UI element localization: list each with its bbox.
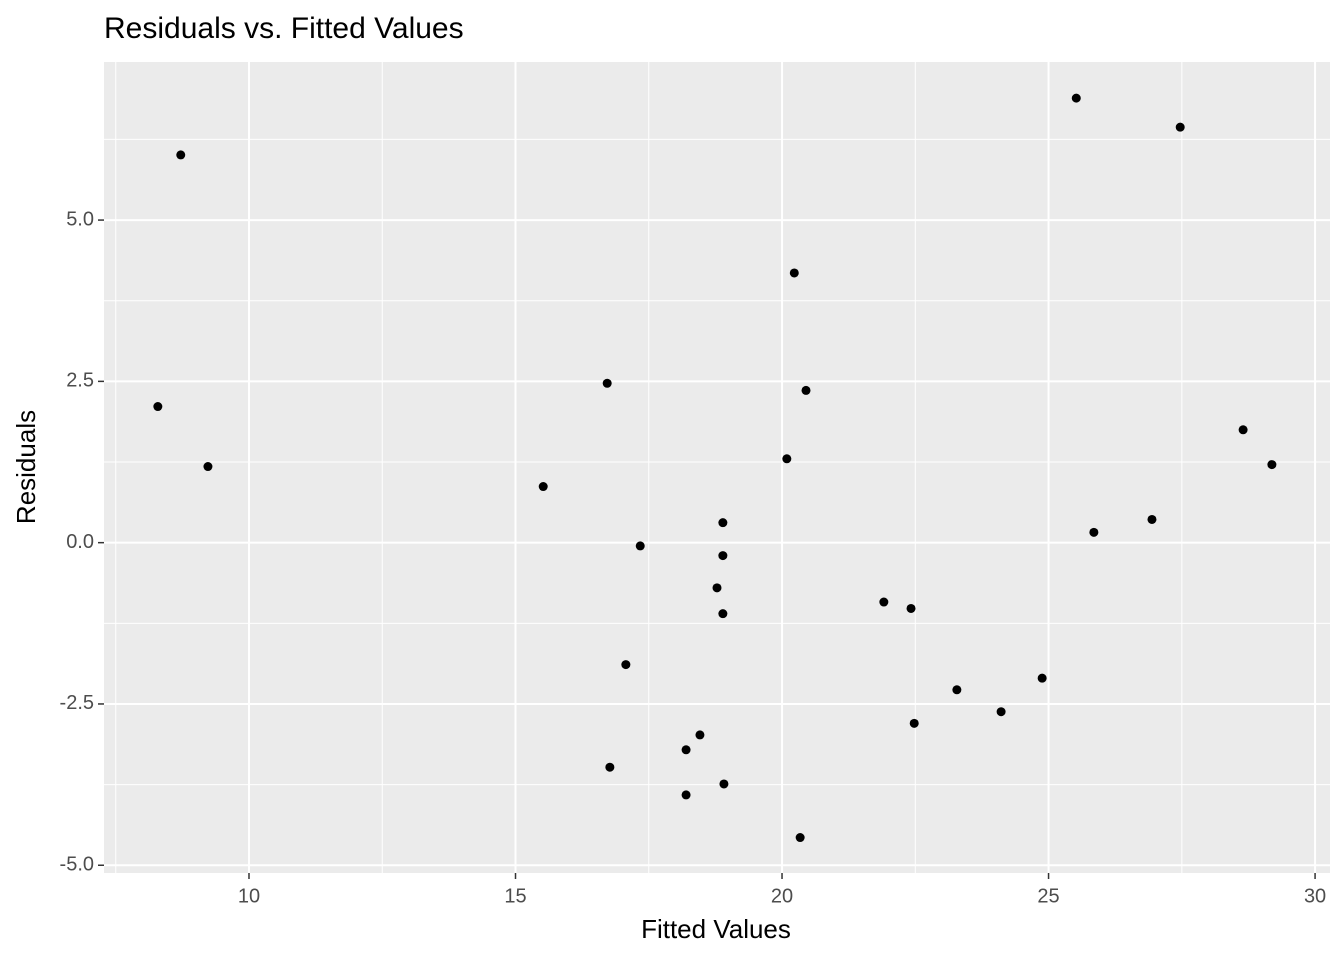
point xyxy=(153,402,163,412)
x-axis-label: Fitted Values xyxy=(641,914,791,944)
point xyxy=(789,268,799,278)
point xyxy=(176,150,186,160)
x-tick-label: 10 xyxy=(238,885,260,907)
point xyxy=(681,745,691,755)
point xyxy=(681,790,691,800)
point xyxy=(1175,122,1185,132)
y-tick-label: 0.0 xyxy=(66,531,94,553)
y-axis-label: Residuals xyxy=(11,410,41,524)
point xyxy=(879,597,889,607)
panel xyxy=(104,62,1330,873)
point xyxy=(801,385,811,395)
y-tick-label: 2.5 xyxy=(66,370,94,392)
point xyxy=(718,609,728,619)
point xyxy=(605,762,615,772)
point xyxy=(782,454,792,464)
point xyxy=(1037,673,1047,683)
point xyxy=(635,541,645,551)
point xyxy=(909,718,919,728)
x-tick-label: 25 xyxy=(1037,885,1059,907)
point xyxy=(1071,93,1081,103)
point xyxy=(538,482,548,492)
point xyxy=(719,779,729,789)
point xyxy=(1147,514,1157,524)
point xyxy=(906,603,916,613)
point xyxy=(712,583,722,593)
point xyxy=(996,707,1006,717)
chart-title: Residuals vs. Fitted Values xyxy=(104,12,464,45)
point xyxy=(1267,460,1277,470)
point xyxy=(695,730,705,740)
point xyxy=(1089,527,1099,537)
x-tick-label: 20 xyxy=(771,885,793,907)
y-tick-label: 5.0 xyxy=(66,208,94,230)
point xyxy=(718,518,728,528)
point xyxy=(621,660,631,670)
y-tick-label: -5.0 xyxy=(60,854,94,876)
point xyxy=(952,685,962,695)
x-tick-label: 15 xyxy=(504,885,526,907)
x-tick-label: 30 xyxy=(1304,885,1326,907)
y-tick-label: -2.5 xyxy=(60,692,94,714)
point xyxy=(1238,425,1248,435)
point xyxy=(718,551,728,561)
point xyxy=(795,833,805,843)
point xyxy=(203,462,213,472)
point xyxy=(602,378,612,388)
